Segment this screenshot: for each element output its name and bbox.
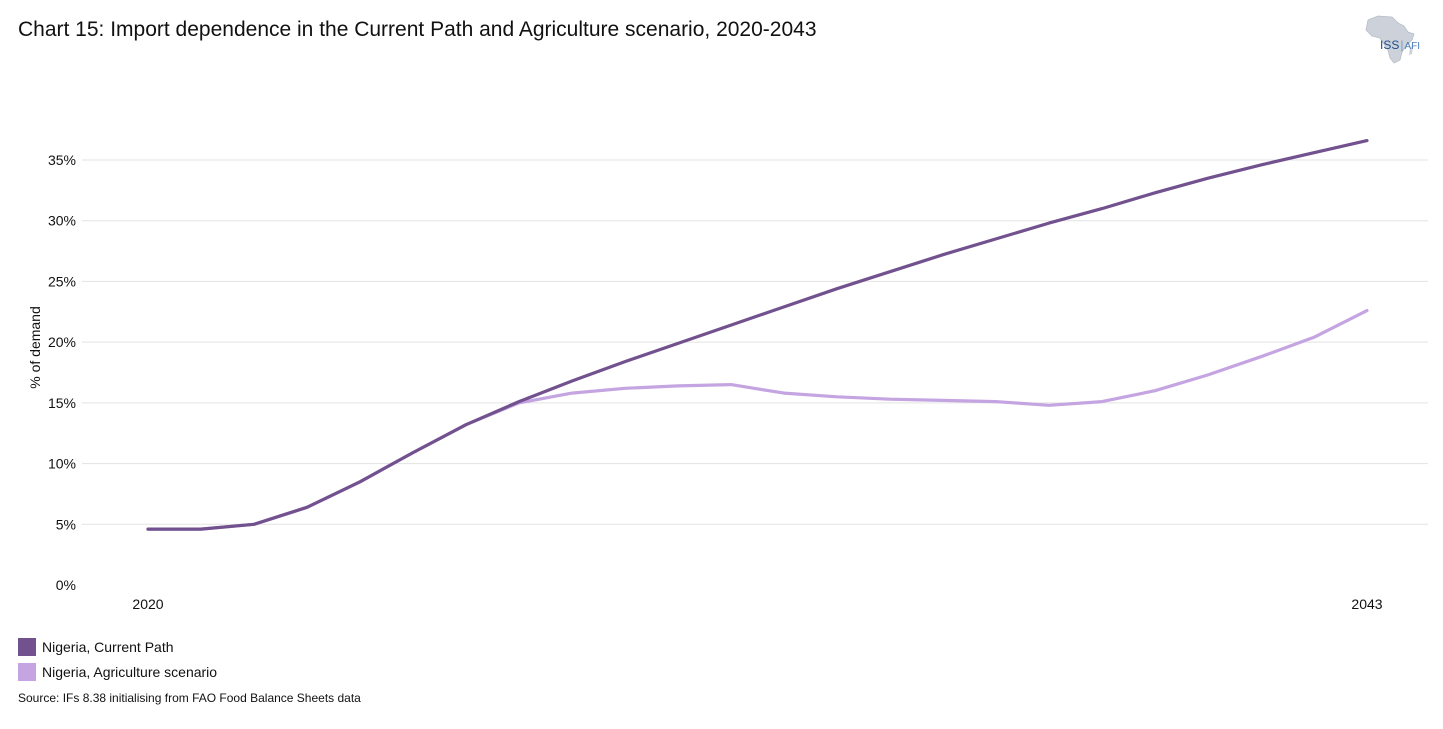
y-tick-label: 35% — [48, 152, 76, 168]
logo-primary: ISS — [1380, 38, 1400, 52]
y-tick-label: 20% — [48, 334, 76, 350]
y-tick-label: 25% — [48, 273, 76, 289]
x-tick-label: 2043 — [1351, 596, 1382, 612]
x-tick-label: 2020 — [132, 596, 163, 612]
logo-text: ISS|AFI — [1380, 38, 1421, 52]
iss-afi-logo: ISS|AFI — [1360, 14, 1426, 66]
y-tick-label: 10% — [48, 456, 76, 472]
chart-legend: Nigeria, Current Path Nigeria, Agricultu… — [18, 636, 217, 686]
y-tick-label: 5% — [56, 516, 76, 532]
africa-map-icon — [1365, 15, 1415, 64]
logo-secondary: AFI — [1404, 41, 1421, 52]
chart-title: Chart 15: Import dependence in the Curre… — [18, 18, 817, 41]
legend-label-current-path: Nigeria, Current Path — [42, 639, 174, 655]
legend-item-agriculture-scenario: Nigeria, Agriculture scenario — [18, 661, 217, 683]
y-tick-label: 0% — [56, 577, 76, 593]
source-note: Source: IFs 8.38 initialising from FAO F… — [18, 691, 361, 705]
y-tick-label: 30% — [48, 213, 76, 229]
legend-swatch-current-path — [18, 638, 36, 656]
legend-swatch-agriculture-scenario — [18, 663, 36, 681]
y-axis-label: % of demand — [27, 306, 43, 389]
y-tick-label: 15% — [48, 395, 76, 411]
series-line-nigeria-current-path — [146, 139, 1369, 531]
legend-item-current-path: Nigeria, Current Path — [18, 636, 217, 658]
legend-label-agriculture-scenario: Nigeria, Agriculture scenario — [42, 664, 218, 680]
